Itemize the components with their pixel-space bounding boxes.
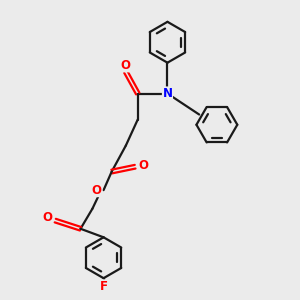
Text: O: O	[120, 59, 130, 72]
Text: O: O	[92, 184, 102, 196]
Text: F: F	[100, 280, 108, 293]
Text: O: O	[138, 159, 148, 172]
Text: N: N	[163, 87, 172, 100]
Text: O: O	[42, 211, 52, 224]
